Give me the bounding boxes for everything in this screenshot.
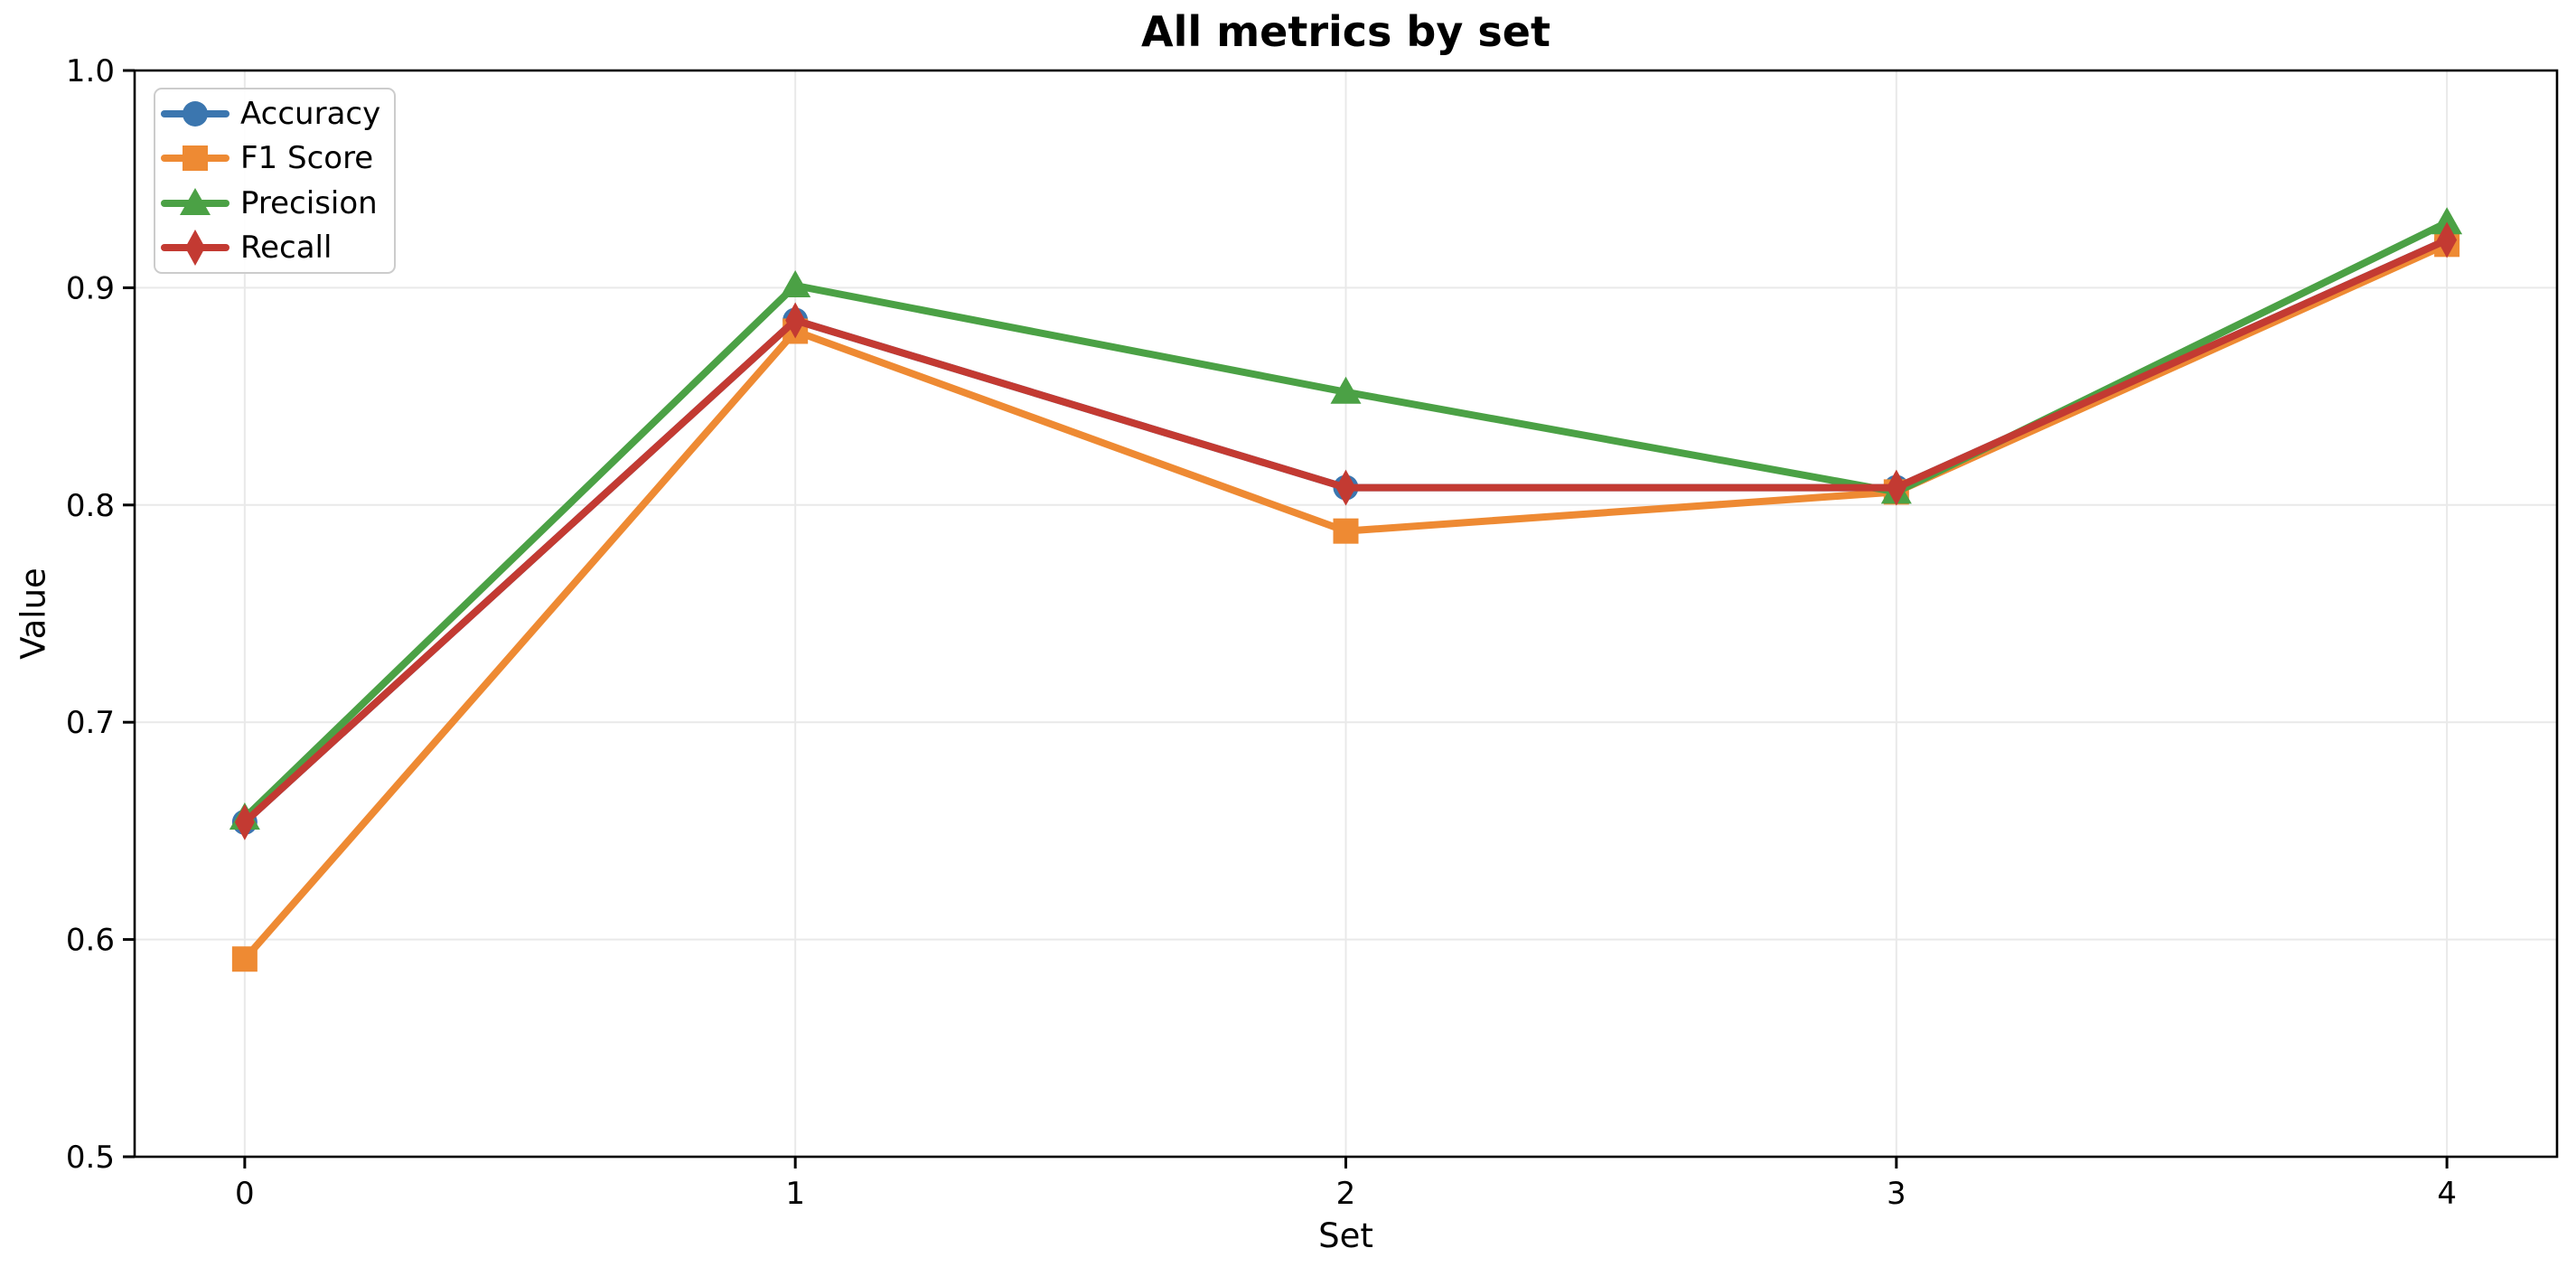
data-point-marker bbox=[1333, 518, 1359, 544]
data-point-marker bbox=[1886, 469, 1906, 506]
legend-item-precision: Precision bbox=[161, 182, 389, 225]
legend-label: Accuracy bbox=[240, 96, 381, 133]
gridlines bbox=[135, 70, 2557, 1158]
triangle-legend-marker-icon bbox=[161, 187, 229, 215]
x-tick-label: 3 bbox=[1887, 1176, 1906, 1212]
legend-marker bbox=[183, 145, 208, 172]
x-tick-label: 4 bbox=[2437, 1176, 2457, 1212]
data-point-marker bbox=[1335, 469, 1356, 506]
data-point-marker bbox=[780, 269, 811, 297]
x-tick-label: 0 bbox=[235, 1176, 255, 1212]
x-tick-label: 2 bbox=[1336, 1176, 1356, 1212]
legend-label: Recall bbox=[240, 229, 333, 266]
y-tick-label: 0.8 bbox=[66, 488, 115, 524]
data-point-marker bbox=[2437, 221, 2458, 258]
legend: Accuracy F1 Score Precision Recall bbox=[154, 88, 396, 274]
legend-item-recall: Recall bbox=[161, 226, 389, 269]
y-tick-label: 0.7 bbox=[66, 705, 115, 741]
y-tick-label: 1.0 bbox=[66, 53, 115, 89]
legend-item-f1-score: F1 Score bbox=[161, 136, 389, 180]
series-recall bbox=[234, 221, 2458, 840]
diamond-legend-marker-icon bbox=[161, 229, 229, 266]
x-tick-label: 1 bbox=[785, 1176, 805, 1212]
data-point-marker bbox=[231, 946, 258, 972]
chart-title: All metrics by set bbox=[1141, 7, 1550, 56]
x-axis-label: Set bbox=[1318, 1216, 1373, 1255]
data-point-marker bbox=[1330, 376, 1362, 404]
legend-marker bbox=[180, 187, 211, 215]
y-tick-label: 0.9 bbox=[66, 270, 115, 306]
legend-label: Precision bbox=[240, 184, 378, 221]
y-tick-label: 0.6 bbox=[66, 923, 115, 959]
data-point-marker bbox=[2431, 207, 2463, 235]
legend-label: F1 Score bbox=[240, 140, 374, 177]
legend-marker bbox=[183, 101, 208, 127]
data-point-marker bbox=[785, 302, 806, 339]
data-point-marker bbox=[234, 803, 255, 840]
legend-marker bbox=[185, 229, 205, 266]
legend-item-accuracy: Accuracy bbox=[161, 92, 389, 136]
circle-legend-marker-icon bbox=[161, 101, 229, 127]
axis-ticks: 0 1 2 3 4 0.5 0.6 0.7 0.8 0.9 1.0 bbox=[66, 53, 2457, 1212]
y-tick-label: 0.5 bbox=[66, 1140, 115, 1176]
square-legend-marker-icon bbox=[161, 145, 229, 172]
